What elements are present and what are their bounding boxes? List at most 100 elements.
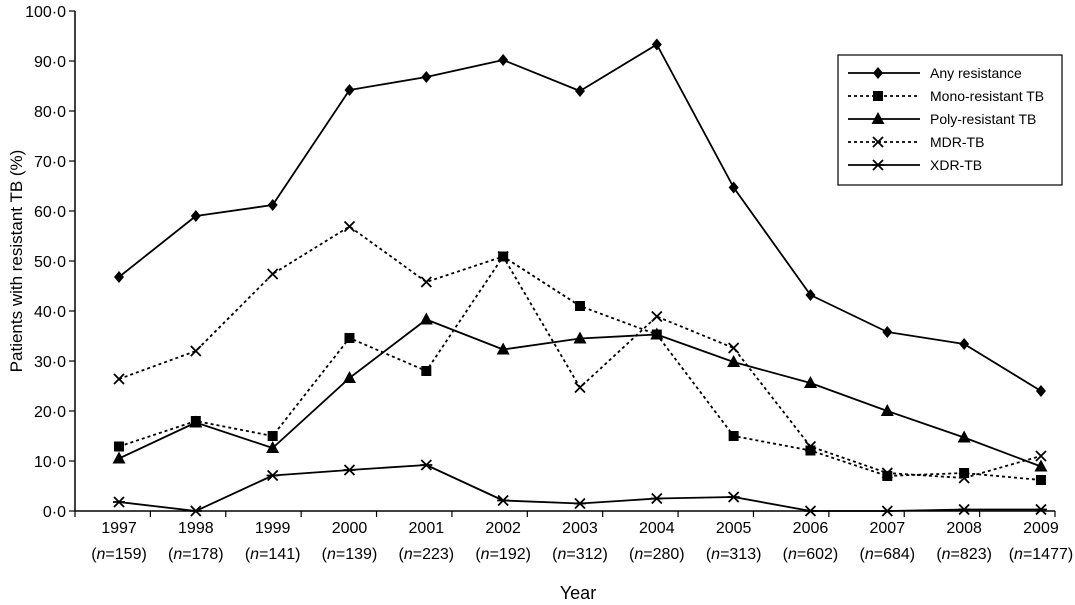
- x-tick-n-label: (n=602): [783, 546, 839, 563]
- data-point: [881, 467, 893, 479]
- x-axis-label: Year: [560, 583, 596, 603]
- marker-diamond: [1035, 385, 1046, 397]
- x-tick-label: 2005: [716, 520, 752, 537]
- marker-triangle: [871, 112, 885, 124]
- x-tick-n-label: (n=223): [399, 546, 455, 563]
- series-mono-resistant-tb: [114, 251, 1046, 485]
- data-point: [498, 54, 509, 66]
- x-tick-label: 1997: [101, 520, 137, 537]
- marker-triangle: [266, 441, 280, 453]
- data-point: [266, 469, 279, 482]
- data-point: [573, 497, 586, 510]
- marker-x: [343, 220, 356, 233]
- data-point: [805, 289, 816, 301]
- data-point: [651, 38, 662, 51]
- marker-diamond: [728, 181, 739, 194]
- marker-square: [574, 301, 585, 311]
- data-point: [267, 268, 279, 280]
- series-line: [118, 225, 1042, 479]
- data-point: [343, 464, 356, 476]
- data-point: [727, 355, 741, 367]
- x-tick-n-label: (n=280): [629, 546, 685, 563]
- x-tick-label: 2002: [485, 520, 521, 537]
- x-tick-label: 2001: [409, 520, 445, 537]
- data-point: [805, 445, 816, 456]
- marker-asterisk: [1034, 503, 1047, 516]
- marker-square: [728, 431, 739, 441]
- data-point: [804, 440, 817, 453]
- legend-label: MDR-TB: [930, 134, 984, 150]
- marker-asterisk: [727, 491, 740, 503]
- y-tick-label: 60·0: [34, 204, 66, 221]
- marker-asterisk: [650, 492, 663, 505]
- x-tick-n-label: (n=192): [475, 546, 531, 563]
- series-xdr-tb: [113, 459, 1047, 517]
- data-point: [957, 430, 971, 443]
- y-tick-label: 80·0: [34, 104, 66, 121]
- marker-diamond: [498, 54, 509, 66]
- x-tick-label: 2003: [562, 520, 598, 537]
- data-point: [728, 342, 740, 354]
- data-point: [574, 301, 585, 311]
- data-point: [728, 431, 739, 441]
- y-axis-label: Patients with resistant TB (%): [7, 150, 26, 373]
- x-axis-ticks: 1997 (n=159) 1998 (n=178) 1999 (n=141) 2000 (n=…: [74, 511, 1074, 563]
- marker-diamond: [190, 210, 201, 222]
- marker-x: [651, 310, 663, 323]
- marker-asterisk: [958, 503, 971, 516]
- marker-diamond: [114, 271, 124, 283]
- y-tick-label: 40·0: [34, 304, 66, 321]
- y-tick-label: 10·0: [34, 454, 66, 471]
- legend-marker: [871, 112, 885, 124]
- data-point: [881, 505, 894, 517]
- marker-triangle: [1034, 459, 1048, 472]
- data-point: [728, 181, 739, 194]
- marker-square: [959, 468, 970, 478]
- marker-diamond: [344, 84, 355, 96]
- marker-triangle: [573, 331, 587, 344]
- legend-label: Poly-resistant TB: [930, 111, 1036, 127]
- series-layer: [112, 38, 1048, 517]
- data-point: [419, 312, 433, 325]
- data-point: [189, 415, 203, 428]
- marker-triangle: [727, 355, 741, 367]
- marker-square: [267, 431, 278, 441]
- marker-diamond: [873, 67, 883, 79]
- marker-triangle: [112, 451, 126, 464]
- x-tick-n-label: (n=1477): [1009, 546, 1074, 563]
- marker-x: [872, 136, 884, 148]
- marker-square: [1035, 475, 1046, 485]
- marker-x: [1035, 450, 1047, 462]
- data-point: [959, 468, 970, 478]
- marker-asterisk: [420, 459, 433, 471]
- data-point: [650, 327, 664, 340]
- series-any-resistance: [114, 38, 1046, 397]
- x-tick-n-label: (n=823): [936, 546, 992, 563]
- data-point: [1035, 450, 1047, 462]
- y-tick-label: 50·0: [34, 254, 66, 271]
- data-point: [113, 373, 125, 385]
- legend-label: XDR-TB: [930, 157, 982, 173]
- data-point: [804, 505, 817, 517]
- marker-square: [114, 441, 124, 452]
- marker-x: [420, 276, 432, 288]
- marker-triangle: [650, 327, 664, 340]
- marker-x: [267, 268, 279, 280]
- data-point: [574, 85, 585, 97]
- marker-diamond: [574, 85, 585, 97]
- marker-diamond: [421, 71, 432, 83]
- marker-triangle: [880, 404, 894, 416]
- y-axis-ticks: 0·0 10·0 20·0 30·0 40·0 50·0 60·0 70·0 80·0 90·0 1…: [25, 4, 75, 521]
- data-point: [190, 345, 202, 357]
- marker-triangle: [957, 430, 971, 443]
- y-tick-label: 70·0: [34, 154, 66, 171]
- marker-x: [958, 472, 970, 484]
- x-tick-n-label: (n=141): [245, 546, 301, 563]
- data-point: [343, 220, 356, 233]
- x-tick-label: 2006: [793, 520, 829, 537]
- legend-marker: [872, 136, 884, 148]
- data-point: [727, 491, 740, 503]
- y-tick-label: 20·0: [34, 404, 66, 421]
- data-point: [420, 276, 432, 288]
